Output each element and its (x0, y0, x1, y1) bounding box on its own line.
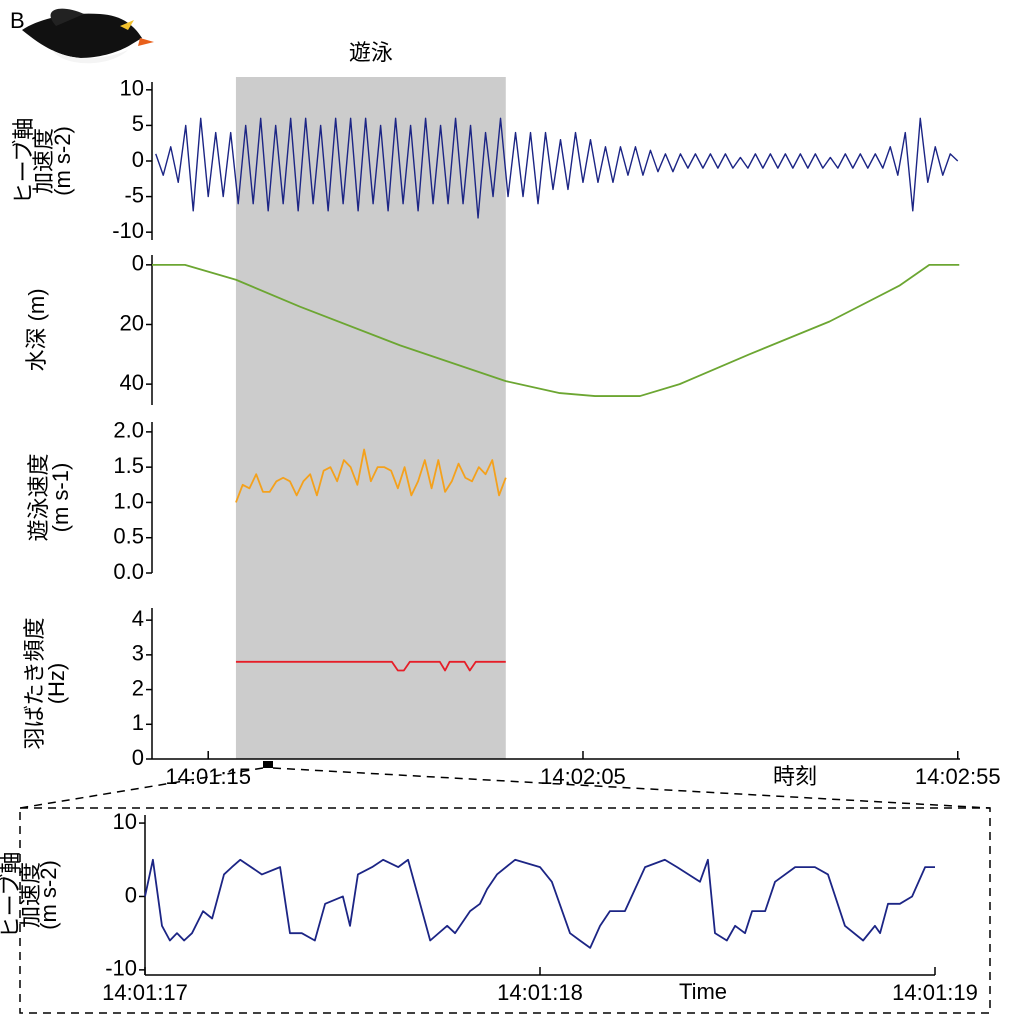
data-line (152, 263, 960, 397)
period-label: 遊泳 (349, 40, 393, 65)
data-line (235, 660, 506, 672)
y-tick-label: 1 (132, 710, 144, 735)
y-tick-label: 0 (132, 745, 144, 770)
data-line (155, 117, 959, 219)
y-tick-label: 0 (132, 251, 144, 276)
x-tick-label: 14:01:19 (892, 980, 978, 1005)
y-axis-label: 加速度 (18, 862, 43, 928)
y-tick-label: 10 (120, 76, 144, 101)
y-tick-label: 10 (113, 809, 137, 834)
y-axis-label: 遊泳速度 (26, 453, 51, 541)
y-tick-label: 1.5 (113, 453, 144, 478)
y-axis-label: (m s-2) (36, 860, 61, 930)
y-tick-label: 5 (132, 111, 144, 136)
y-tick-label: 2 (132, 675, 144, 700)
y-tick-label: 4 (132, 606, 144, 631)
penguin-icon (22, 8, 154, 64)
y-tick-label: 20 (120, 310, 144, 335)
y-tick-label: 0.5 (113, 524, 144, 549)
penguin-body (22, 13, 142, 58)
y-tick-label: -5 (124, 182, 144, 207)
y-tick-label: -10 (112, 218, 144, 243)
x-tick-label: 14:01:18 (497, 980, 583, 1005)
inset-frame (19, 807, 991, 1014)
data-line (235, 448, 507, 503)
y-tick-label: 0 (125, 882, 137, 907)
zoom-marker (263, 761, 273, 768)
swim-period (235, 77, 506, 759)
x-tick-label: 14:01:15 (165, 764, 251, 789)
y-axis-label: (m s-1) (48, 463, 73, 533)
x-tick-label: 14:02:55 (915, 764, 1001, 789)
y-tick-label: 0 (132, 147, 144, 172)
y-tick-label: -10 (105, 956, 137, 981)
zoom-indicator (19, 761, 991, 1014)
zoom-guide (272, 767, 991, 809)
x-axis-label: Time (679, 979, 727, 1004)
penguin-belly (52, 50, 128, 64)
penguin-flipper (50, 8, 84, 26)
y-tick-label: 40 (120, 370, 144, 395)
y-axis-label: 羽ばたき頻度 (22, 617, 47, 749)
x-axis-label: 時刻 (773, 764, 817, 789)
y-tick-label: 1.0 (113, 488, 144, 513)
x-tick-label: 14:01:17 (102, 980, 188, 1005)
penguin-beak (138, 38, 154, 46)
y-axis-label: ヒーブ軸 (11, 118, 36, 205)
y-axis-label: ヒーブ軸 (0, 852, 23, 939)
shade-layer (235, 77, 506, 759)
y-axis-label: (m s-2) (50, 126, 75, 196)
y-axis-label: 加速度 (31, 128, 56, 194)
y-tick-label: 0.0 (113, 559, 144, 584)
y-tick-label: 2.0 (113, 418, 144, 443)
y-tick-label: 3 (132, 641, 144, 666)
panel-label: B (10, 8, 25, 33)
y-axis-label: (Hz) (44, 663, 69, 705)
data-line (144, 858, 935, 949)
y-axis-label: 水深 (m) (24, 288, 49, 371)
penguin-crest (120, 20, 134, 30)
